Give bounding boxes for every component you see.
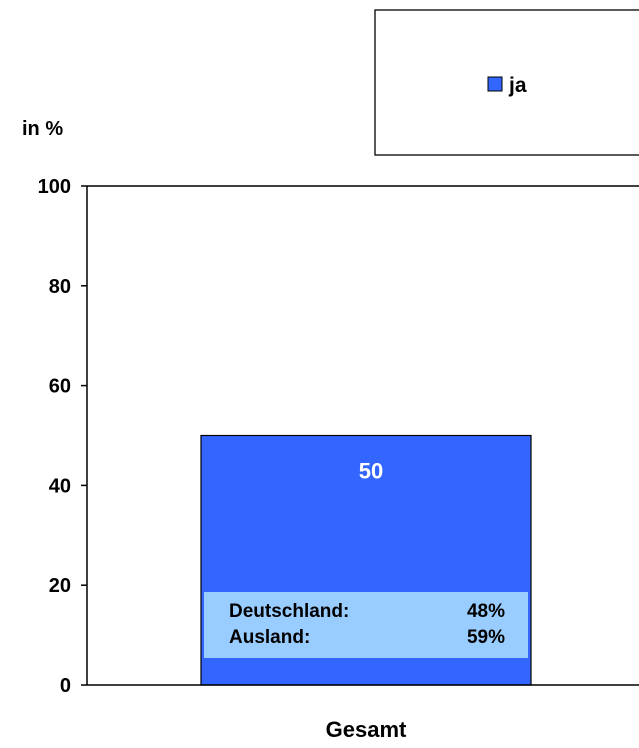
y-tick-label: 40 xyxy=(49,475,71,497)
legend-box xyxy=(374,9,639,156)
data-label-gesamt: 50 xyxy=(359,459,383,484)
annotation-label: Ausland: xyxy=(229,627,310,648)
annotation-label: Deutschland: xyxy=(229,601,349,622)
legend-swatch-ja xyxy=(487,76,503,92)
legend-label-ja: ja xyxy=(508,74,527,97)
annotation-value: 59% xyxy=(467,627,505,648)
y-ticks: 0 20 40 60 80 100 xyxy=(38,176,87,697)
y-tick-label: 100 xyxy=(38,176,71,198)
x-tick-label-gesamt: Gesamt xyxy=(326,717,407,742)
annotation-box xyxy=(204,592,528,658)
y-tick-label: 80 xyxy=(49,276,71,298)
y-tick-label: 60 xyxy=(49,376,71,398)
y-axis-title: in % xyxy=(22,118,63,140)
bar-group: 50 Deutschland: 48% Ausland: 59% xyxy=(200,434,532,686)
annotation-value: 48% xyxy=(467,601,505,622)
y-tick-label: 20 xyxy=(49,575,71,597)
legend: ja xyxy=(374,9,639,156)
y-tick-label: 0 xyxy=(60,675,71,697)
